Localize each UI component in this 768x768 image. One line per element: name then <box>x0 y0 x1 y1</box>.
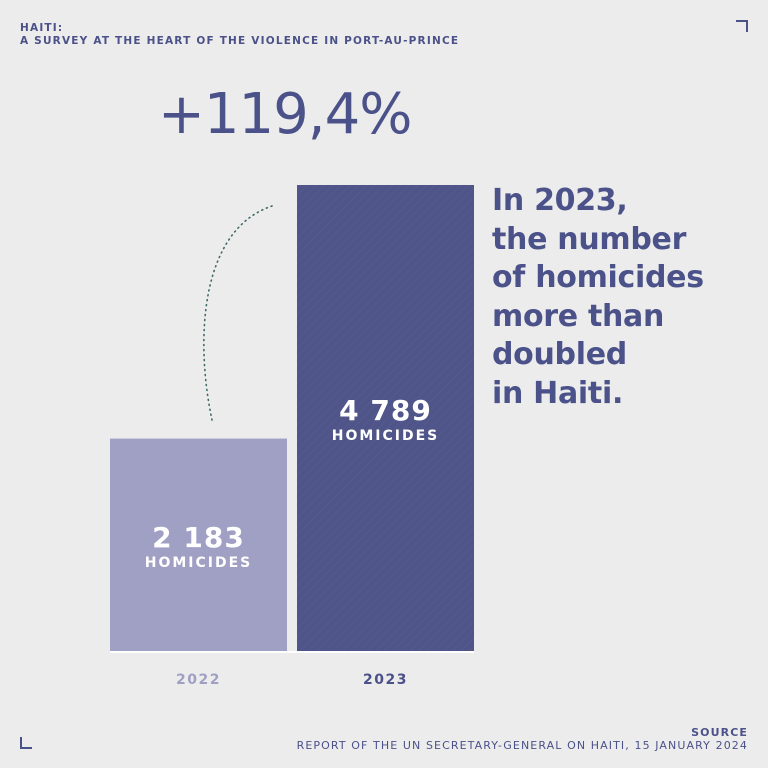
category-label-2022: 2022 <box>176 672 221 688</box>
headline-line: doubled <box>492 337 627 372</box>
headline-text: In 2023, the number of homicides more th… <box>492 182 752 413</box>
header: HAITI: A SURVEY AT THE HEART OF THE VIOL… <box>20 22 459 48</box>
source: SOURCE REPORT OF THE UN SECRETARY-GENERA… <box>297 726 748 752</box>
source-label: SOURCE <box>691 726 748 739</box>
corner-mark-top-right <box>736 20 748 32</box>
header-country: HAITI: <box>20 22 64 34</box>
headline-line: of homicides <box>492 260 704 295</box>
bar-unit-label: HOMICIDES <box>332 428 440 444</box>
growth-connector <box>203 205 273 421</box>
header-subtitle: A SURVEY AT THE HEART OF THE VIOLENCE IN… <box>20 35 460 47</box>
bar-value-label: 4 789 <box>339 394 432 427</box>
bar-value-label: 2 183 <box>152 521 245 554</box>
headline-line: more than <box>492 298 665 334</box>
source-text: REPORT OF THE UN SECRETARY-GENERAL ON HA… <box>296 739 748 752</box>
bar-2022 <box>110 438 287 651</box>
bar-unit-label: HOMICIDES <box>145 555 253 571</box>
headline-line: In 2023, <box>492 183 628 218</box>
percent-change: +119,4% <box>158 82 412 147</box>
corner-mark-bottom-left <box>20 737 32 749</box>
category-label-2023: 2023 <box>363 672 408 688</box>
headline-line: in Haiti. <box>492 375 624 411</box>
bar-texture <box>297 185 474 651</box>
headline-line: the number <box>492 221 687 257</box>
